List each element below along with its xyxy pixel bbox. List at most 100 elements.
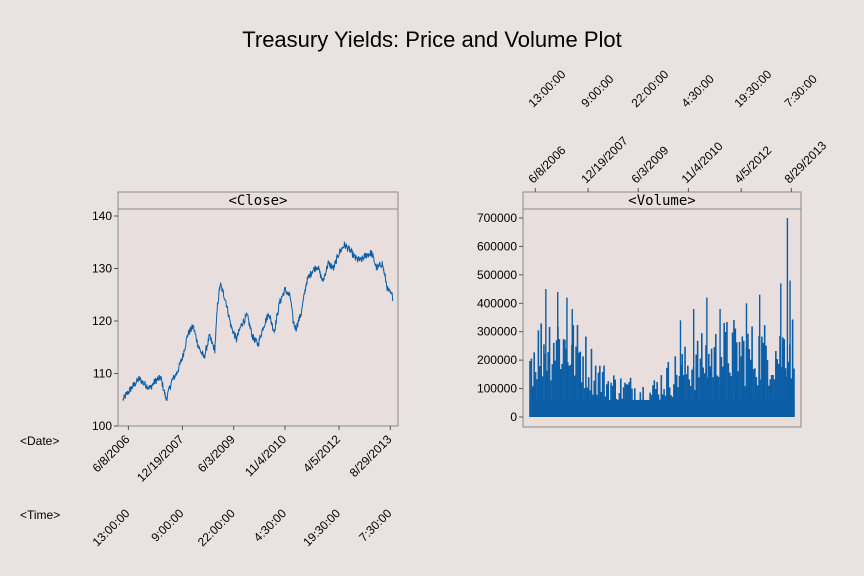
volume-bar [582,356,584,417]
volume-bar [783,339,786,417]
volume-bar [599,365,601,417]
volume-bar [590,348,593,417]
volume-bar [782,337,784,417]
time-tick-label: 7:30:00 [782,72,820,110]
y-tick-label: 600000 [477,239,517,253]
panel-frame [117,191,399,427]
volume-bar [656,381,658,417]
volume-bar [735,342,738,417]
volume-bar [687,365,689,417]
volume-bar [619,378,622,417]
volume-spike-bar [789,280,791,417]
volume-bar [624,382,626,417]
time-tick-label: 7:30:00 [356,506,394,544]
volume-bar [724,332,727,417]
volume-bar [698,377,700,417]
time-tick-label: 4:30:00 [251,506,289,544]
y-tick-label: 130 [92,262,112,276]
volume-spike-bar [719,308,721,417]
time-tick-label: 19:30:00 [731,67,774,110]
volume-bar [748,349,751,417]
volume-bar [772,375,774,417]
volume-bar [787,361,790,417]
volume-bar [709,366,711,417]
volume-bar [540,323,542,417]
volume-spike-bar [571,308,573,417]
volume-bar [695,354,698,417]
volume-bar [566,362,569,417]
volume-bar [759,379,762,417]
volume-bar [766,359,769,417]
volume-bar [572,325,575,417]
volume-bar [699,358,702,417]
volume-bar [580,382,583,417]
volume-bar [740,356,742,417]
volume-bar [791,319,794,417]
y-tick-label: 300000 [477,325,517,339]
volume-spike-bar [692,308,695,417]
volume-bar [555,340,558,417]
time-tick-label: 13:00:00 [526,67,569,110]
time-tick-label: 9:00:00 [578,72,616,110]
volume-bar [769,379,772,417]
volume-bar [575,346,577,417]
y-tick-label: 400000 [477,296,517,310]
volume-bar [703,373,706,417]
volume-bar [561,363,563,417]
volume-base-band [530,399,794,417]
volume-bar [675,374,678,417]
volume-bar [536,379,538,417]
volume-bar [775,350,777,417]
volume-bar [721,366,724,417]
volume-bar [629,377,632,417]
volume-bar [720,356,723,417]
volume-bar [705,345,707,417]
volume-bar [742,340,745,417]
date-tick-label: 11/4/2010 [242,432,289,479]
volume-spike-bar [566,297,568,417]
y-tick-label: 500000 [477,268,517,282]
volume-spike-bar [545,289,547,417]
volume-bar [551,364,554,417]
volume-bar [597,372,600,417]
volume-bar [537,330,540,417]
volume-bar [754,368,756,417]
chart-title: Treasury Yields: Price and Volume Plot [242,27,621,52]
volume-bar [550,380,552,417]
volume-bar [554,360,556,417]
volume-bar [770,374,773,417]
volume-bar [552,342,555,417]
date-tick-label: 11/4/2010 [679,139,726,186]
panel-label: <Close> [228,193,287,209]
volume-bar [653,380,656,417]
date-row-label: <Date> [20,434,59,448]
close-panel: <Close> 100 110 120 130 140 6/8/2006 13:00:0012… [90,191,399,549]
volume-bar [534,372,537,417]
volume-bar [666,367,668,417]
volume-bar [610,382,612,417]
time-tick-label: 9:00:00 [148,506,186,544]
volume-bar [587,377,590,417]
y-tick-label: 100 [92,419,112,433]
time-tick-label: 13:00:00 [90,506,133,549]
volume-bar [737,371,739,417]
volume-bar [726,321,728,417]
volume-bar [562,339,565,417]
volume-bar [738,341,741,417]
date-tick-label: 8/29/2013 [347,432,395,480]
volume-bar [529,361,531,417]
date-tick-label: 6/8/2006 [90,432,133,475]
volume-bar [716,375,718,417]
volume-bar [751,326,753,417]
volume-bar [728,372,731,417]
date-tick-label: 4/5/2012 [731,143,774,186]
volume-bar [779,335,781,417]
time-tick-label: 19:30:00 [300,506,343,549]
volume-bar [717,376,720,417]
volume-bar [701,333,703,417]
volume-bar [707,353,710,417]
volume-bar [578,352,580,417]
volume-bar [667,361,670,417]
volume-bar [607,381,610,417]
